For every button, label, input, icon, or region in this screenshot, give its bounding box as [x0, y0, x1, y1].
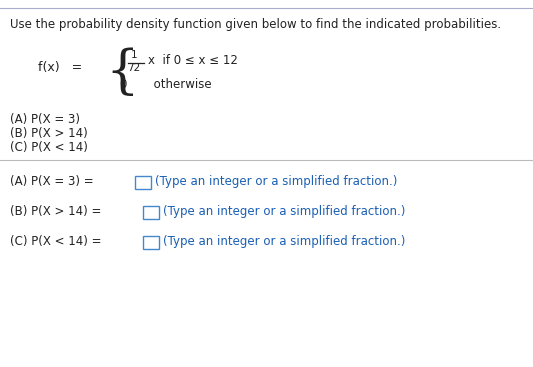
- Text: (B) P(X > 14) =: (B) P(X > 14) =: [10, 206, 101, 218]
- Text: (C) P(X < 14): (C) P(X < 14): [10, 141, 88, 154]
- Bar: [135, 175, 151, 189]
- Text: (Type an integer or a simplified fraction.): (Type an integer or a simplified fractio…: [155, 175, 398, 189]
- Text: {: {: [105, 47, 139, 98]
- Text: (Type an integer or a simplified fraction.): (Type an integer or a simplified fractio…: [163, 206, 406, 218]
- Bar: [143, 236, 159, 248]
- Text: f(x)   =: f(x) =: [38, 62, 82, 75]
- Text: (A) P(X = 3) =: (A) P(X = 3) =: [10, 175, 94, 189]
- Text: Use the probability density function given below to find the indicated probabili: Use the probability density function giv…: [10, 18, 501, 31]
- Text: (A) P(X = 3): (A) P(X = 3): [10, 113, 80, 126]
- Text: x  if 0 ≤ x ≤ 12: x if 0 ≤ x ≤ 12: [148, 55, 238, 68]
- Text: (Type an integer or a simplified fraction.): (Type an integer or a simplified fractio…: [163, 236, 406, 248]
- Text: 1: 1: [131, 50, 138, 60]
- Bar: [143, 206, 159, 218]
- Text: (C) P(X < 14) =: (C) P(X < 14) =: [10, 236, 101, 248]
- Text: 72: 72: [127, 63, 141, 73]
- Text: (B) P(X > 14): (B) P(X > 14): [10, 127, 88, 140]
- Text: 0       otherwise: 0 otherwise: [120, 77, 212, 91]
